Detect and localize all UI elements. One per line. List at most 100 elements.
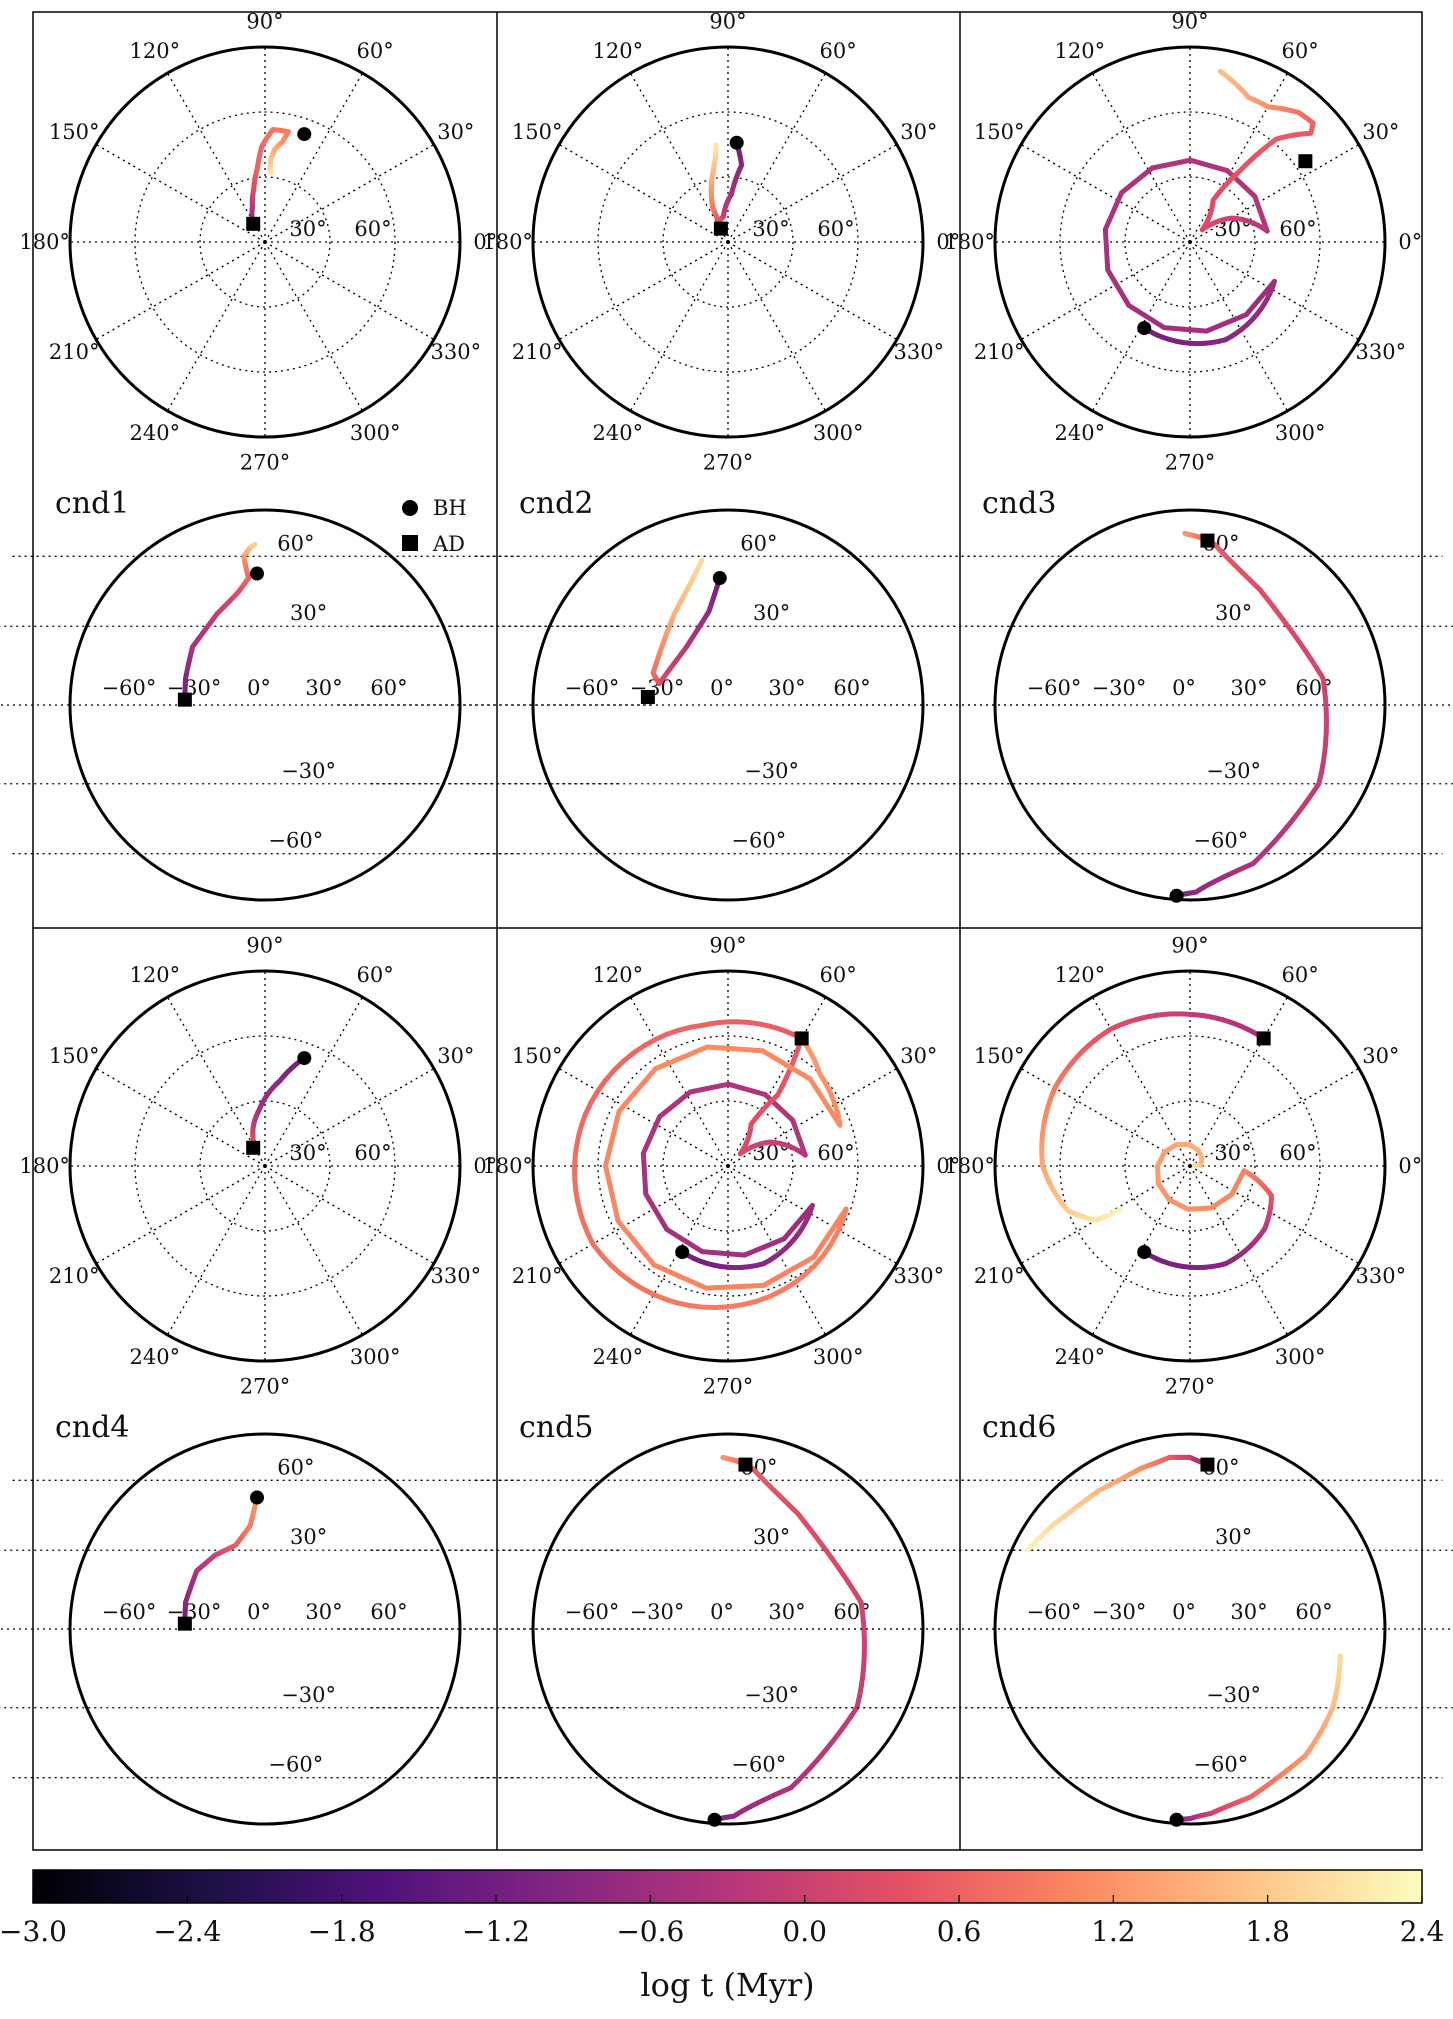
colorbar-gradient bbox=[32, 1869, 1423, 1904]
mollweide-lat-label: −60° bbox=[731, 1753, 786, 1777]
polar-theta-label: 30° bbox=[900, 120, 937, 144]
trajectory-segment bbox=[703, 1282, 767, 1291]
polar-spoke bbox=[629, 996, 729, 1167]
polar-theta-label: 30° bbox=[437, 120, 474, 144]
polar-theta-label: 60° bbox=[820, 39, 857, 63]
polar-theta-label: 60° bbox=[357, 39, 394, 63]
mollweide-lon-label: 30° bbox=[768, 676, 805, 700]
polar-theta-label: 240° bbox=[130, 1345, 181, 1369]
trajectory-segment bbox=[1229, 1168, 1247, 1197]
colorbar: −3.0 −2.4 −1.8 −1.2 −0.6 0.0 0.6 1.2 1.8 2.4 log t… bbox=[0, 1869, 1445, 2004]
mollweide-rim bbox=[531, 508, 925, 902]
mollweide-lon-label: −30° bbox=[167, 676, 222, 700]
polar-ring bbox=[662, 176, 794, 308]
ad-marker bbox=[246, 1140, 261, 1155]
trajectory-segment bbox=[1217, 68, 1226, 76]
polar-theta-label: 90° bbox=[246, 10, 283, 34]
mollweide-lat-label: 30° bbox=[290, 1525, 327, 1549]
polar-theta-label: 210° bbox=[512, 340, 563, 364]
polar-spoke bbox=[95, 241, 266, 341]
trajectory-segment bbox=[640, 1114, 663, 1156]
polar-theta-label: 210° bbox=[974, 340, 1025, 364]
trajectory-segment bbox=[664, 1226, 705, 1255]
ad-marker bbox=[713, 221, 728, 236]
polar-theta-label: 30° bbox=[1362, 120, 1399, 144]
polar-rim bbox=[531, 969, 925, 1363]
trajectory-segment bbox=[698, 558, 705, 566]
mollweide-lat-label: −30° bbox=[281, 759, 336, 783]
trajectory-segment bbox=[742, 1236, 787, 1258]
trajectory-segment bbox=[616, 1066, 659, 1114]
mollweide-lon-label: 0° bbox=[247, 1600, 271, 1624]
trajectory-segment bbox=[1185, 1205, 1214, 1212]
bh-marker bbox=[1169, 888, 1184, 903]
trajectory-segment bbox=[643, 1191, 670, 1232]
trajectory-segment bbox=[603, 1163, 621, 1224]
polar-plot: 90° 60° 30° 0° 330° 300° 270° 240° 210° 180° 150° 1… bbox=[482, 934, 960, 1399]
polar-theta-label: 270° bbox=[240, 1374, 291, 1398]
polar-theta-label: 0° bbox=[936, 1154, 960, 1178]
polar-spoke bbox=[1020, 143, 1191, 243]
colorbar-tick-label: 0.6 bbox=[937, 1915, 982, 1948]
bh-marker bbox=[249, 566, 264, 581]
polar-theta-label: 180° bbox=[482, 230, 533, 254]
polar-theta-label: 0° bbox=[1398, 1154, 1422, 1178]
trajectory-segment bbox=[1102, 190, 1125, 232]
mollweide-lon-label: 30° bbox=[1230, 676, 1267, 700]
polar-theta-label: 150° bbox=[512, 120, 563, 144]
mollweide-lat-label: 60° bbox=[277, 1455, 314, 1479]
polar-theta-label: 330° bbox=[431, 1264, 482, 1288]
polar-theta-label: 240° bbox=[130, 421, 181, 445]
polar-theta-label: 300° bbox=[1275, 1345, 1326, 1369]
polar-spoke bbox=[727, 1165, 827, 1336]
polar-theta-label: 30° bbox=[1362, 1044, 1399, 1068]
ad-marker bbox=[1200, 533, 1215, 548]
polar-theta-label: 90° bbox=[1171, 934, 1208, 958]
polar-theta-label: 300° bbox=[350, 1345, 401, 1369]
mollweide-lat-label: 30° bbox=[290, 601, 327, 625]
mollweide-lon-label: −60° bbox=[102, 1600, 157, 1624]
mollweide-lon-label: 60° bbox=[370, 1600, 407, 1624]
polar-theta-label: 210° bbox=[49, 1264, 100, 1288]
polar-theta-label: 270° bbox=[240, 450, 291, 474]
polar-theta-label: 330° bbox=[1356, 1264, 1407, 1288]
polar-theta-label: 180° bbox=[19, 1154, 70, 1178]
polar-spoke bbox=[558, 1067, 729, 1167]
bh-trajectory bbox=[182, 541, 258, 703]
legend-bh-label: BH bbox=[433, 496, 467, 520]
trajectory-segment bbox=[1119, 165, 1155, 196]
mollweide-lon-label: 60° bbox=[833, 676, 870, 700]
bh-marker bbox=[729, 135, 744, 150]
legend-bh-marker bbox=[402, 500, 418, 516]
colorbar-tick-label: 2.4 bbox=[1400, 1915, 1445, 1948]
bh-marker bbox=[1169, 1812, 1184, 1827]
mollweide-lon-label: 60° bbox=[370, 676, 407, 700]
polar-theta-label: 60° bbox=[357, 963, 394, 987]
polar-spoke bbox=[166, 1165, 266, 1336]
ad-marker bbox=[738, 1457, 753, 1472]
trajectory-segment bbox=[759, 1048, 813, 1082]
mollweide-plot: −60° −30° 0° 30° 60° 60° 30° −30° −60° bbox=[0, 510, 655, 902]
mollweide-lon-label: −60° bbox=[565, 676, 620, 700]
mollweide-rim bbox=[993, 1432, 1387, 1826]
colorbar-tick-label: 1.2 bbox=[1091, 1915, 1136, 1948]
mollweide-lat-label: −60° bbox=[731, 829, 786, 853]
polar-ring bbox=[199, 1100, 331, 1232]
trajectory-segment bbox=[725, 1081, 768, 1098]
polar-theta-label: 330° bbox=[894, 1264, 945, 1288]
trajectory-segment bbox=[1102, 226, 1111, 273]
polar-ring bbox=[199, 176, 331, 308]
polar-spoke bbox=[1091, 996, 1191, 1167]
trajectory-segment bbox=[657, 1089, 693, 1120]
polar-theta-label: 180° bbox=[482, 1154, 533, 1178]
polar-spoke bbox=[264, 72, 364, 243]
ad-trajectory bbox=[1039, 1011, 1267, 1223]
polar-spoke bbox=[1189, 996, 1289, 1167]
mollweide-lon-label: 30° bbox=[305, 1600, 342, 1624]
mollweide-lon-label: −30° bbox=[167, 1600, 222, 1624]
polar-spoke bbox=[1091, 72, 1191, 243]
trajectory-segment bbox=[1155, 1163, 1161, 1187]
polar-spoke bbox=[1189, 241, 1289, 412]
trajectory-segment bbox=[603, 1108, 622, 1169]
colorbar-tick-label: −2.4 bbox=[153, 1915, 221, 1948]
